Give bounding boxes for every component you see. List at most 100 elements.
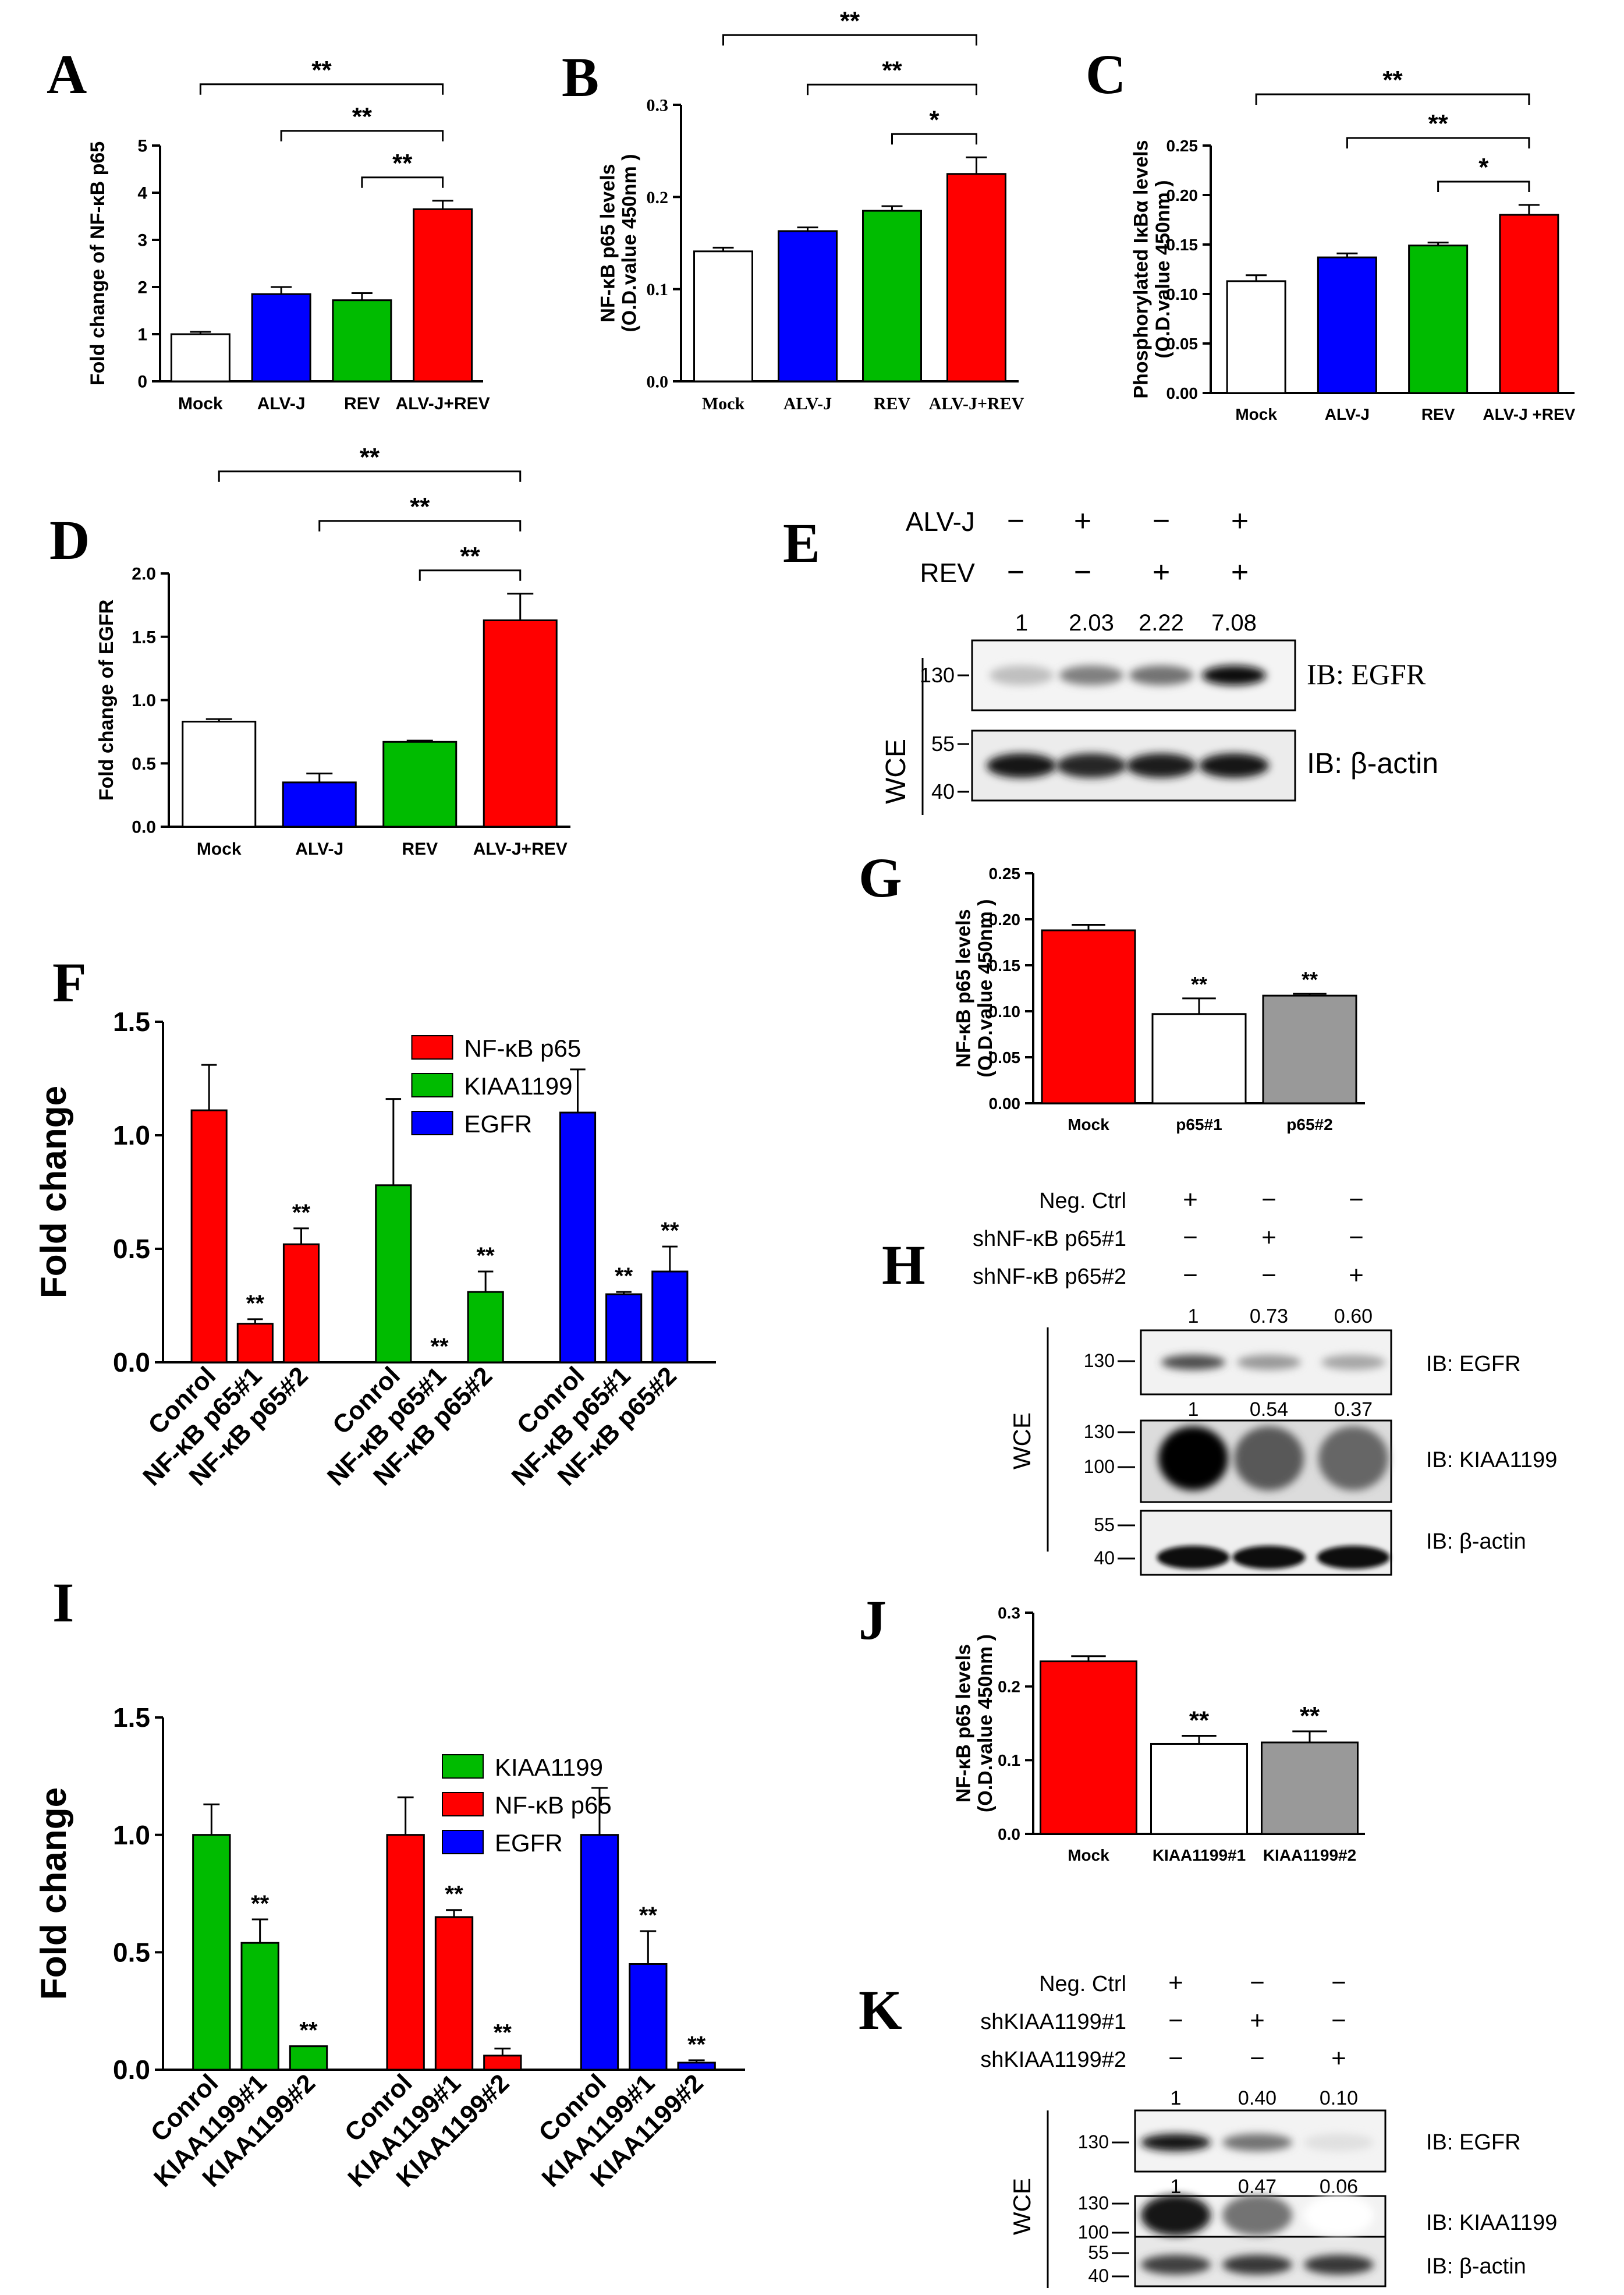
chart-b-bracket: [891, 133, 977, 145]
chart-g-y-tick-label: 0.05: [989, 1049, 1021, 1067]
chart-b-x-tick-label: ALV-J+REV: [929, 394, 1024, 413]
blot-h-sign: +: [1349, 1261, 1364, 1290]
chart-g-y-axis-label: NF-κB p65 levels: [953, 909, 975, 1067]
blot-h-quant: 0.60: [1334, 1305, 1373, 1327]
chart-i-bar: [386, 1834, 425, 2071]
chart-j-y-tick-label: 0.1: [998, 1751, 1020, 1769]
chart-f-significance-star: **: [430, 1334, 449, 1359]
chart-d-bar: [483, 619, 558, 828]
chart-g-bar: [1041, 929, 1136, 1104]
blot-h-band-kiaa1199: [1318, 1426, 1388, 1490]
chart-b-bracket: [722, 34, 977, 46]
chart-f-bar: [190, 1109, 228, 1363]
panel-letter-h: H: [882, 1234, 926, 1296]
chart-i-bar: [240, 1942, 279, 2071]
chart-d-y-tick-label: 2.0: [132, 565, 156, 584]
chart-f-bar: [651, 1270, 689, 1363]
blot-h-marker: 130: [1084, 1350, 1115, 1371]
blot-h-marker: 130: [1084, 1421, 1115, 1442]
panel-letter-k: K: [859, 1979, 902, 2041]
chart-f-legend-label: EGFR: [464, 1110, 533, 1138]
chart-c-bar: [1408, 245, 1469, 394]
chart-f-significance-star: **: [292, 1200, 311, 1226]
blot-h-quant: 0.73: [1250, 1305, 1288, 1327]
blot-e-side-label: WCE: [881, 739, 912, 804]
blot-h-side-label: WCE: [1008, 1412, 1036, 1469]
blot-k-sign: +: [1250, 2006, 1265, 2035]
blot-h-band-kiaa1199: [1158, 1426, 1228, 1490]
chart-g-x-tick-label: p65#1: [1176, 1115, 1222, 1134]
panel-letter-d: D: [49, 509, 90, 571]
chart-a-y-axis-label: Fold change of NF-κB p65: [87, 141, 109, 385]
chart-b-y-tick-label: 0.1: [647, 280, 669, 299]
chart-f-bar: [467, 1291, 504, 1363]
chart-a-bracket-label: **: [311, 56, 332, 84]
chart-i-significance-star: **: [251, 1891, 270, 1917]
blot-h-band-actin: [1157, 1546, 1230, 1569]
blot-e-band-actin: [1199, 753, 1269, 778]
chart-j-x-tick-label: Mock: [1068, 1846, 1109, 1864]
blot-k: Neg. Ctrl shKIAA1199#1 shKIAA1199#2 + − …: [980, 1968, 1557, 2288]
chart-b-y-axis-label: NF-κB p65 levels: [597, 164, 619, 322]
chart-a-x-tick-label: Mock: [178, 394, 223, 413]
blot-h-marker: 40: [1094, 1547, 1115, 1568]
chart-f-legend-swatch: [411, 1035, 453, 1060]
chart-b-x-tick-label: REV: [874, 394, 911, 413]
chart-c-bar: [1499, 214, 1559, 394]
blot-k-quant: 0.47: [1238, 2176, 1276, 2198]
blot-e-sign: +: [1231, 504, 1249, 538]
chart-c-bracket: [1437, 180, 1530, 192]
chart-j-y-axis-label-units: (O.D.value 450nm ): [974, 1634, 997, 1812]
chart-c-bar: [1317, 256, 1377, 394]
blot-k-quant: 0.40: [1238, 2087, 1276, 2109]
blot-e-band-actin: [1126, 753, 1196, 778]
blot-e-sign: −: [1153, 504, 1170, 538]
blot-e-sign: +: [1074, 504, 1091, 538]
blot-h-quant: 1: [1188, 1398, 1199, 1421]
chart-i-legend-label: KIAA1199: [495, 1754, 603, 1781]
blot-e-band-actin: [1056, 753, 1126, 778]
blot-h-sign: −: [1349, 1223, 1364, 1252]
blot-e-band-actin: [987, 753, 1056, 778]
chart-a-bracket: [361, 176, 444, 188]
chart-c-x-tick-label: ALV-J: [1325, 405, 1370, 423]
chart-a-x-tick-label: REV: [344, 394, 380, 413]
chart-a-y-tick-label: 1: [137, 325, 147, 345]
chart-d-y-tick-label: 0.0: [132, 818, 156, 837]
blot-k-band-kiaa1199: [1304, 2195, 1374, 2236]
blot-k-band-kiaa1199: [1141, 2195, 1211, 2236]
chart-d-y-tick-label: 1.0: [132, 691, 156, 710]
chart-j-bar: [1261, 1741, 1359, 1835]
blot-k-quant: 0.10: [1320, 2087, 1358, 2109]
blot-k-row-label: shKIAA1199#2: [980, 2048, 1126, 2072]
blot-k-band-egfr: [1304, 2134, 1374, 2151]
blot-h-sign: −: [1261, 1261, 1276, 1290]
chart-b-bar: [946, 173, 1006, 382]
blot-h-sign: −: [1183, 1261, 1198, 1290]
blot-h-ib-label: IB: KIAA1199: [1426, 1448, 1557, 1472]
chart-d-bracket: [318, 520, 522, 532]
chart-c-bracket-label: *: [1478, 153, 1489, 182]
chart-f-legend-label: NF-κB p65: [464, 1035, 581, 1062]
chart-d-bar: [282, 781, 357, 828]
blot-h-band-actin: [1317, 1546, 1390, 1569]
blot-k-signs: + − − − + − − − +: [1168, 1968, 1346, 2073]
chart-i-legend-swatch: [442, 1792, 484, 1816]
chart-f-bar: [375, 1184, 412, 1363]
blot-e-marker: 130: [920, 663, 955, 687]
panel-letter-a: A: [47, 43, 87, 105]
chart-g-significance-star: **: [1191, 972, 1207, 996]
chart-i-bar: [289, 2045, 328, 2071]
blot-h-sign: −: [1261, 1185, 1276, 1214]
blot-k-sign: +: [1168, 1968, 1183, 1997]
blot-e-sign: +: [1231, 555, 1249, 589]
chart-a-bracket: [199, 83, 444, 95]
chart-c-x-tick-label: REV: [1421, 405, 1455, 423]
chart-d-bracket: [218, 470, 522, 482]
panel-letter-c: C: [1086, 43, 1126, 105]
blot-k-sign: +: [1331, 2044, 1346, 2073]
chart-g-y-tick-label: 0.15: [989, 957, 1021, 975]
blot-e-band-egfr: [1059, 665, 1123, 685]
